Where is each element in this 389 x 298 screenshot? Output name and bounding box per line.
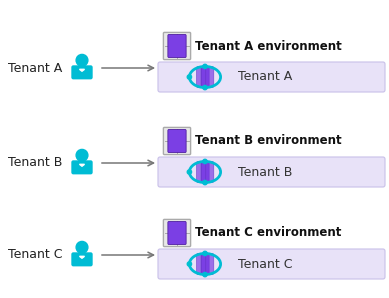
- FancyBboxPatch shape: [163, 219, 191, 247]
- Circle shape: [187, 262, 191, 266]
- Text: Tenant B: Tenant B: [238, 165, 293, 179]
- Text: Tenant C: Tenant C: [238, 257, 293, 271]
- FancyBboxPatch shape: [163, 128, 191, 155]
- FancyBboxPatch shape: [201, 66, 209, 88]
- Polygon shape: [79, 256, 84, 258]
- Polygon shape: [79, 164, 84, 166]
- FancyBboxPatch shape: [168, 35, 186, 58]
- Circle shape: [203, 251, 207, 256]
- Circle shape: [76, 149, 88, 161]
- Polygon shape: [79, 69, 84, 71]
- FancyBboxPatch shape: [196, 162, 205, 182]
- Circle shape: [203, 272, 207, 277]
- Text: Tenant C environment: Tenant C environment: [195, 226, 342, 240]
- FancyBboxPatch shape: [71, 252, 93, 266]
- Circle shape: [203, 64, 207, 69]
- FancyBboxPatch shape: [206, 66, 214, 88]
- Circle shape: [187, 75, 191, 79]
- FancyBboxPatch shape: [71, 65, 93, 79]
- FancyBboxPatch shape: [168, 130, 186, 153]
- FancyBboxPatch shape: [201, 254, 209, 274]
- Circle shape: [203, 159, 207, 164]
- Text: Tenant A: Tenant A: [8, 61, 62, 74]
- FancyBboxPatch shape: [201, 162, 209, 182]
- Text: Tenant B environment: Tenant B environment: [195, 134, 342, 148]
- Text: Tenant B: Tenant B: [8, 156, 62, 170]
- FancyBboxPatch shape: [158, 249, 385, 279]
- FancyBboxPatch shape: [163, 32, 191, 60]
- Circle shape: [76, 55, 88, 66]
- Circle shape: [203, 86, 207, 90]
- FancyBboxPatch shape: [158, 157, 385, 187]
- Circle shape: [203, 180, 207, 185]
- FancyBboxPatch shape: [168, 221, 186, 244]
- Circle shape: [76, 241, 88, 253]
- Text: Tenant A environment: Tenant A environment: [195, 40, 342, 52]
- FancyBboxPatch shape: [206, 162, 214, 182]
- FancyBboxPatch shape: [196, 66, 205, 88]
- FancyBboxPatch shape: [196, 254, 205, 274]
- Text: Tenant C: Tenant C: [8, 249, 63, 262]
- Circle shape: [187, 170, 191, 174]
- FancyBboxPatch shape: [158, 62, 385, 92]
- Text: Tenant A: Tenant A: [238, 71, 292, 83]
- FancyBboxPatch shape: [71, 160, 93, 174]
- FancyBboxPatch shape: [206, 254, 214, 274]
